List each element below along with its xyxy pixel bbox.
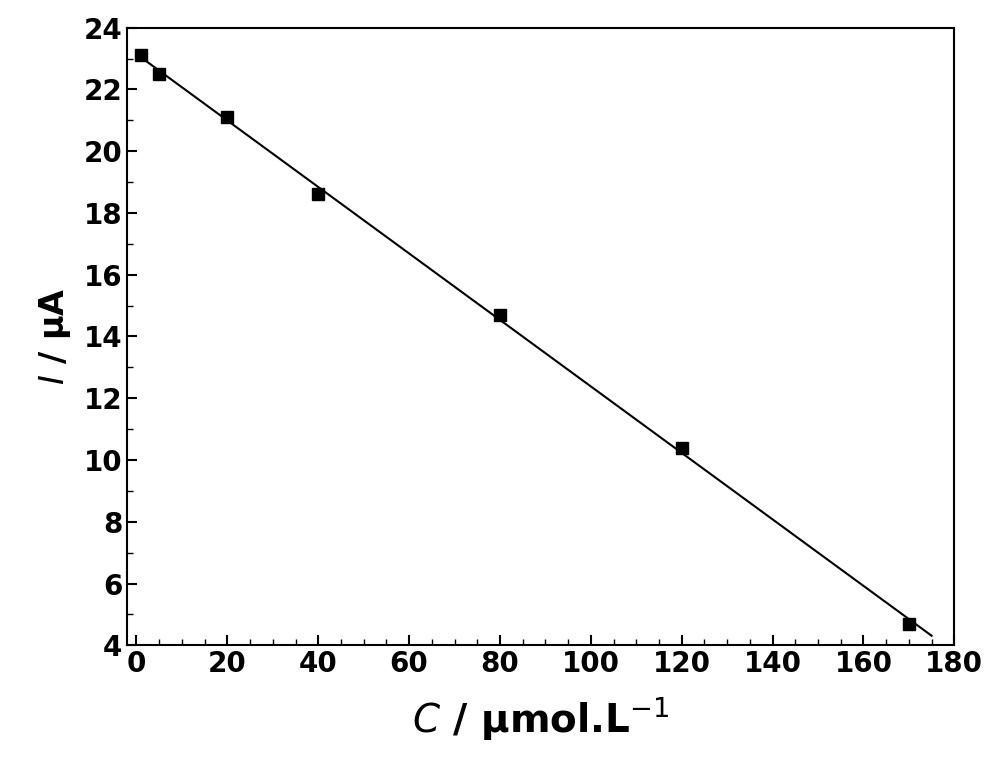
Y-axis label: $\mathit{I}$ / μA: $\mathit{I}$ / μA: [37, 288, 73, 385]
X-axis label: $\mathit{C}$ / μmol.L$^{-1}$: $\mathit{C}$ / μmol.L$^{-1}$: [412, 695, 669, 741]
